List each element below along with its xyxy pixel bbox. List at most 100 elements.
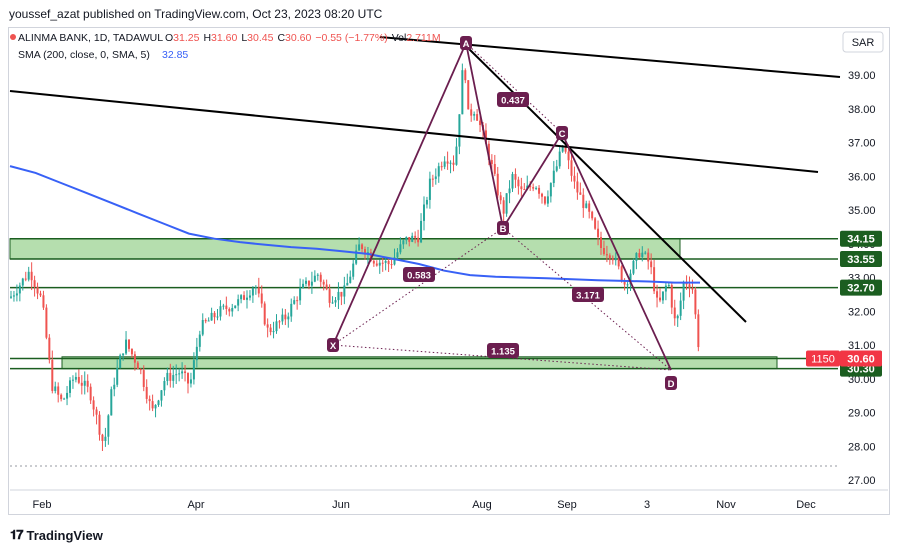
candle-body: [364, 249, 366, 255]
candle-body: [175, 374, 178, 376]
candle: [107, 414, 110, 445]
candle: [420, 213, 423, 244]
candle: [24, 271, 27, 282]
candle: [27, 266, 30, 282]
candle-body: [257, 287, 260, 294]
candle-body: [290, 303, 293, 317]
candle-body: [48, 337, 51, 360]
candle-body: [476, 114, 479, 121]
pattern-leg: [465, 42, 504, 229]
trendlines: [9, 36, 841, 323]
candle: [573, 166, 576, 189]
candle: [319, 272, 322, 288]
candle-body: [15, 293, 18, 296]
candle: [290, 298, 293, 322]
candle-body: [107, 415, 110, 437]
point-label: X: [330, 341, 337, 352]
candle: [201, 313, 204, 337]
candle-body: [464, 70, 467, 81]
ratio-label-text: 0.583: [407, 271, 431, 282]
candle-body: [316, 274, 319, 276]
candle-body: [160, 390, 163, 401]
candle-body: [89, 386, 92, 401]
candle: [647, 248, 650, 270]
candle-body: [231, 307, 234, 312]
candle-body: [266, 324, 269, 328]
candle-body: [467, 80, 470, 110]
candle-body: [296, 300, 299, 302]
candle-body: [145, 386, 148, 399]
candle-body: [676, 315, 679, 319]
candle: [248, 290, 251, 301]
candle: [428, 171, 431, 209]
candle-body: [659, 297, 661, 301]
candle: [142, 365, 145, 392]
candle-body: [69, 380, 71, 393]
candle: [246, 290, 248, 309]
candle: [243, 291, 246, 301]
candle: [181, 362, 184, 379]
candle-body: [532, 187, 535, 189]
candle: [257, 277, 260, 298]
candle-body: [181, 371, 184, 374]
candle-body: [549, 183, 552, 197]
candle: [30, 262, 33, 291]
candle: [272, 321, 275, 339]
candle-body: [420, 220, 423, 243]
candle-body: [546, 196, 549, 204]
candle: [387, 258, 390, 273]
candle: [125, 331, 128, 355]
candle-body: [697, 314, 700, 348]
candle-body: [307, 280, 310, 286]
price-level-tag-text: 33.55: [847, 254, 875, 266]
candle: [63, 397, 66, 400]
candle: [36, 282, 39, 300]
candle-body: [608, 255, 611, 259]
candle: [659, 288, 661, 303]
candle-body: [293, 300, 296, 304]
harmonic-pattern: 0.583 0.437 3.171 1.135 X A B C D: [327, 36, 677, 390]
candle-body: [119, 355, 122, 369]
candle-body: [101, 434, 104, 441]
candle: [139, 368, 142, 375]
candle-body: [479, 120, 482, 126]
last-price-tag: 1150 30.60: [806, 350, 882, 367]
candle: [597, 220, 600, 246]
countdown-text: 1150: [811, 354, 835, 366]
candle-body: [275, 321, 278, 332]
candle-body: [673, 307, 676, 319]
price-level-tag-text: 32.70: [847, 283, 875, 295]
candle-body: [142, 370, 145, 387]
candle-body: [543, 196, 546, 204]
candle: [670, 282, 673, 315]
price-level-tag-text: 30.30: [847, 364, 875, 376]
candle-body: [588, 203, 591, 212]
candle-body: [39, 293, 42, 296]
ratio-label-text: 0.437: [501, 96, 525, 107]
candle: [543, 195, 546, 206]
y-tick-label: 38.00: [848, 104, 876, 116]
currency-button[interactable]: SAR: [842, 31, 884, 53]
candle-body: [116, 368, 119, 385]
high-label: H: [203, 32, 211, 44]
candle-body: [328, 289, 331, 303]
x-tick-label: Jun: [332, 499, 350, 511]
candle: [69, 377, 71, 398]
candle: [18, 282, 21, 302]
candle: [157, 399, 160, 407]
candle: [231, 303, 234, 317]
candle: [650, 253, 653, 275]
candle-body: [216, 316, 219, 318]
candle: [355, 244, 358, 266]
candle: [331, 296, 334, 304]
y-tick-label: 31.00: [848, 340, 876, 352]
candle: [532, 183, 535, 192]
candle-body: [381, 262, 384, 264]
candle: [195, 337, 198, 368]
candle-body: [10, 296, 12, 298]
candle: [269, 324, 272, 336]
candle: [679, 292, 682, 321]
candle: [644, 250, 647, 255]
candle: [414, 231, 417, 244]
